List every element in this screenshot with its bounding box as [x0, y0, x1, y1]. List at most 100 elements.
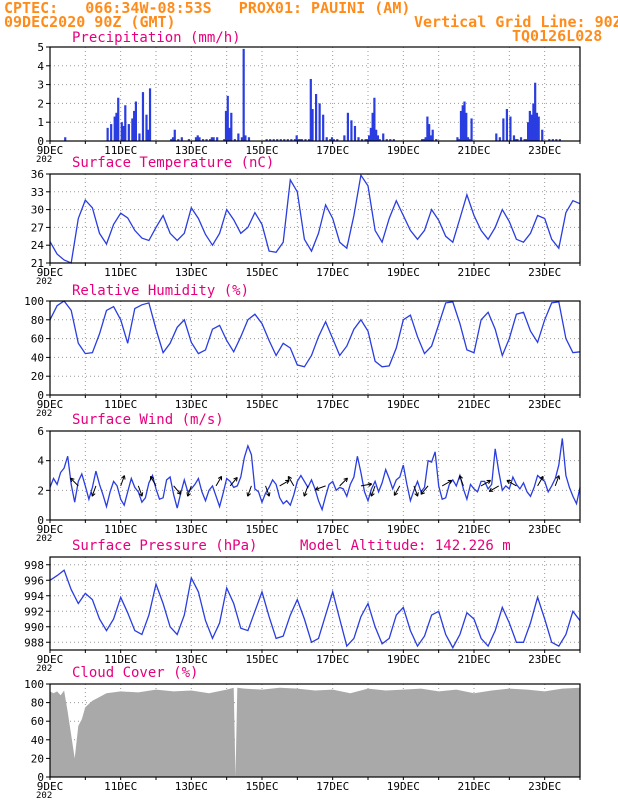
- precip-bar: [366, 139, 369, 141]
- precip-bar: [357, 137, 360, 141]
- x-year-label: 202: [36, 155, 52, 165]
- x-tick-label: 11DEC: [104, 266, 137, 279]
- wind-arrow-head: [343, 477, 348, 483]
- precip-bar: [325, 137, 328, 141]
- plot-frame: [49, 556, 581, 651]
- wind-arrow: [488, 485, 499, 492]
- precip-bar: [293, 139, 296, 141]
- x-tick-label: 13DEC: [175, 266, 208, 279]
- panel-precipitation-(mm/h): 0 1 2 3 4 5 9DEC 11DEC 13DEC 15DEC 17DEC 19DEC 21DEC…: [36, 30, 581, 165]
- x-tick-label: 23DEC: [528, 523, 561, 536]
- x-year-label: 202: [36, 409, 52, 419]
- precip-bar: [210, 137, 213, 141]
- y-tick-label: 1: [37, 116, 44, 129]
- precip-bar: [117, 97, 120, 141]
- wind-arrow: [287, 476, 295, 487]
- y-tick-label: 30: [31, 204, 44, 217]
- precip-bar: [523, 139, 526, 141]
- y-tick-label: 4: [37, 60, 44, 73]
- precip-bar: [247, 137, 251, 141]
- wind-arrow: [339, 477, 348, 487]
- wind-arrow: [370, 485, 376, 497]
- precip-bar: [148, 88, 152, 141]
- wind-arrow-head: [370, 492, 375, 497]
- wind-arrow: [265, 485, 270, 497]
- precip-bar: [224, 110, 228, 141]
- y-tick-label: 5: [37, 41, 44, 54]
- wind-arrow: [137, 485, 143, 497]
- precip-bar: [120, 122, 123, 141]
- precip-bar: [459, 110, 463, 141]
- x-tick-label: 13DEC: [175, 523, 208, 536]
- x-tick-label: 11DEC: [104, 653, 137, 666]
- x-year-label: 202: [36, 277, 52, 287]
- precip-bar: [318, 103, 321, 141]
- precip-bar: [237, 133, 240, 141]
- wind-arrow-head: [217, 475, 223, 481]
- plot-area: [50, 431, 580, 520]
- precip-bar: [330, 137, 334, 141]
- y-tick-label: 24: [31, 239, 45, 252]
- precip-bar: [127, 124, 130, 141]
- precip-bar: [376, 135, 380, 141]
- x-tick-label: 11DEC: [104, 780, 137, 793]
- precip-bar: [145, 114, 148, 141]
- precip-bar: [138, 133, 141, 141]
- precip-bar: [299, 139, 302, 141]
- y-tick-label: 990: [24, 621, 44, 634]
- precip-bar: [463, 101, 466, 141]
- y-tick-label: 2: [37, 97, 44, 110]
- x-tick-label: 19DEC: [387, 523, 420, 536]
- y-tick-label: 988: [24, 636, 44, 649]
- panel-cloud-cover: 0 20 40 60 80 100 9DEC 11DEC 13DEC 15DEC 17DEC 19DE…: [24, 665, 581, 800]
- precip-bar: [295, 135, 298, 141]
- precip-bar: [170, 139, 173, 141]
- x-tick-label: 13DEC: [175, 144, 208, 157]
- wind-arrow-head: [539, 475, 544, 481]
- precip-bar: [336, 139, 339, 141]
- x-tick-label: 21DEC: [457, 144, 490, 157]
- precip-bar: [311, 109, 314, 141]
- precip-bar: [209, 139, 212, 141]
- x-tick-label: 9DEC: [37, 266, 64, 279]
- precip-bar: [315, 94, 318, 141]
- wind-arrow: [459, 475, 464, 487]
- y-tick-label: 998: [24, 559, 44, 572]
- wind-arrow: [70, 477, 79, 487]
- panel-title: Relative Humidity (%): [72, 283, 249, 299]
- wind-arrow: [413, 485, 419, 497]
- x-tick-label: 19DEC: [387, 398, 420, 411]
- y-tick-label: 80: [31, 314, 44, 327]
- precip-bar: [426, 116, 429, 141]
- x-tick-label: 19DEC: [387, 780, 420, 793]
- precip-bar: [286, 139, 289, 141]
- x-tick-label: 13DEC: [175, 398, 208, 411]
- precip-bar: [290, 139, 293, 141]
- panel-surface-pressure: 988 990 992 994 996 998 9DEC 11DEC 13DEC 15DEC 17D…: [24, 538, 581, 674]
- precip-bar: [346, 112, 349, 141]
- precip-bar: [110, 124, 113, 141]
- wind-arrow-head: [150, 475, 155, 481]
- x-tick-label: 9DEC: [37, 144, 64, 157]
- panel-title: Surface Wind (m/s): [72, 412, 224, 428]
- precip-bar: [350, 120, 353, 141]
- x-tick-label: 15DEC: [245, 398, 278, 411]
- wind-arrow: [315, 485, 326, 491]
- precip-bar: [187, 139, 190, 141]
- precip-bar: [244, 135, 247, 141]
- precip-bar: [505, 109, 508, 141]
- precip-bar: [233, 139, 236, 141]
- model-altitude: Model Altitude: 142.226 m: [300, 538, 511, 554]
- x-tick-label: 9DEC: [37, 780, 64, 793]
- precip-bar: [385, 139, 388, 141]
- y-tick-label: 80: [31, 697, 44, 710]
- precip-bar: [64, 137, 67, 141]
- wind-arrow-head: [285, 479, 290, 485]
- x-tick-label: 9DEC: [37, 653, 64, 666]
- precip-bar: [502, 118, 505, 141]
- x-tick-label: 23DEC: [528, 398, 561, 411]
- precip-bar: [131, 118, 134, 141]
- plot-area: [50, 174, 580, 263]
- y-tick-label: 40: [31, 734, 44, 747]
